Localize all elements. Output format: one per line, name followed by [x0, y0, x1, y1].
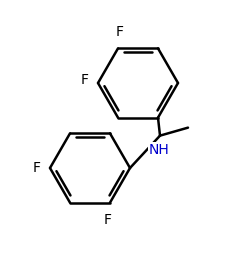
Text: F: F	[115, 25, 123, 39]
Text: F: F	[33, 161, 41, 175]
Text: F: F	[81, 73, 89, 87]
Text: F: F	[104, 213, 112, 227]
Text: NH: NH	[148, 143, 169, 157]
